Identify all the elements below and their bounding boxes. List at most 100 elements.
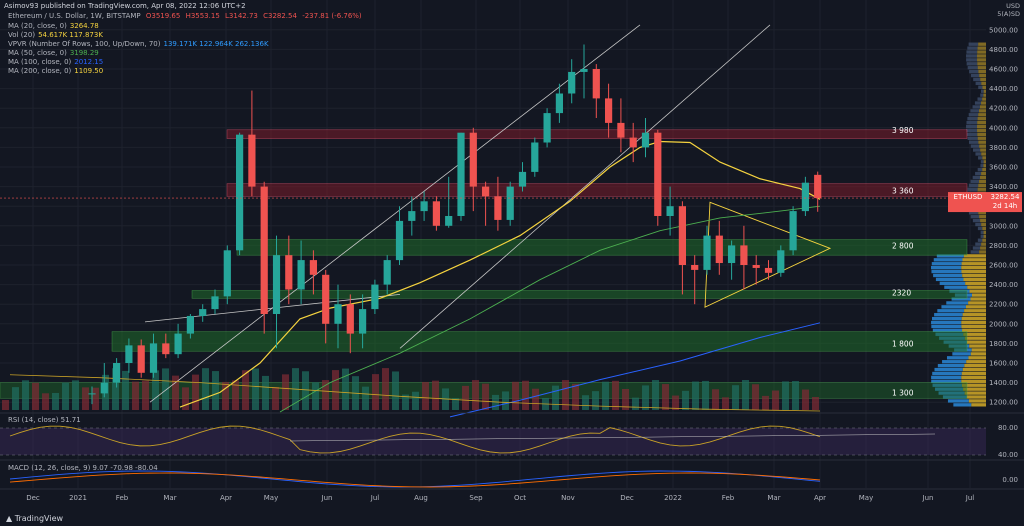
volume-bar [642, 385, 649, 410]
volume-profile-bar [961, 375, 986, 380]
volume-bar [522, 380, 529, 410]
price-tick-label: 4200.00 [989, 105, 1018, 113]
volume-profile-bar [979, 105, 986, 109]
volume-profile-bar [935, 387, 964, 391]
volume-profile-bar [978, 140, 986, 144]
rsi-tick-label: 40.00 [998, 451, 1018, 459]
volume-profile-bar [979, 144, 986, 148]
volume-bar [472, 380, 479, 410]
volume-profile-bar [968, 183, 979, 187]
volume-profile-bar [963, 277, 986, 282]
volume-profile-bar [961, 383, 986, 387]
volume-profile [931, 42, 986, 407]
volume-bar [142, 380, 149, 410]
candle-body [678, 206, 686, 265]
volume-profile-bar [978, 69, 986, 74]
volume-profile-bar [968, 399, 986, 403]
volume-bar [782, 381, 789, 410]
volume-bar [302, 371, 309, 410]
volume-profile-bar [941, 305, 966, 309]
volume-profile-bar [968, 113, 979, 117]
volume-profile-bar [967, 187, 978, 191]
volume-profile-bar [968, 301, 986, 305]
candle-body [691, 265, 699, 270]
volume-bar [252, 368, 259, 410]
price-tick-label: 2000.00 [989, 320, 1018, 328]
ohlc-open: O3519.65 [145, 12, 181, 20]
price-tag-countdown: 2d 14h [993, 202, 1017, 210]
candle-body [482, 186, 490, 197]
time-tick-label: Mar [163, 494, 176, 502]
time-axis: Dec 2021 Feb Mar Apr May Jun Jul Aug Sep Oct Nov Dec… [0, 488, 1024, 502]
volume-profile-bar [980, 175, 986, 180]
level-label: 1 800 [892, 339, 914, 348]
price-tick-label: 2200.00 [989, 301, 1018, 309]
volume-profile-bar [977, 167, 983, 172]
time-tick-label: 2022 [664, 494, 682, 502]
volume-bar [772, 390, 779, 410]
volume-profile-bar [968, 211, 979, 215]
volume-bars [2, 368, 819, 410]
price-tag-symbol: ETHUSD [954, 193, 983, 201]
volume-bar [482, 383, 489, 410]
volume-bar [762, 395, 769, 410]
price-tick-label: 4400.00 [989, 85, 1018, 93]
support-resistance-zones [0, 129, 968, 399]
level-label: 2 800 [892, 241, 914, 250]
volume-profile-bar [979, 179, 986, 184]
price-axis: 1200.00 1400.00 1600.00 1800.00 2000.00 2200.… [989, 26, 1018, 406]
volume-bar [152, 370, 159, 410]
volume-profile-bar [963, 254, 986, 258]
volume-bar [612, 380, 619, 410]
price-zone [191, 290, 968, 299]
candle-body [174, 333, 182, 355]
volume-profile-bar [931, 265, 962, 270]
candle-body [285, 255, 293, 290]
candle-body [186, 315, 194, 334]
currency-label: USD 5(A)SD [997, 2, 1020, 18]
volume-profile-bar [983, 89, 986, 93]
volume-profile-bar [966, 54, 978, 58]
volume-profile-bar [981, 81, 986, 86]
volume-profile-bar [951, 297, 971, 301]
volume-profile-bar [961, 371, 986, 376]
volume-profile-bar [980, 230, 984, 235]
volume-bar [462, 385, 469, 410]
channel-upper-line [149, 24, 641, 403]
volume-profile-bar [932, 328, 963, 333]
level-label: 3 360 [892, 187, 914, 196]
ohlc-change: -237.81 (-6.76%) [302, 12, 362, 20]
candle-body [260, 186, 268, 314]
volume-profile-bar [961, 316, 986, 321]
volume-profile-bar [961, 265, 986, 270]
price-tag-value: 3282.54 [991, 193, 1020, 201]
volume-bar [202, 368, 209, 410]
volume-profile-bar [967, 66, 978, 70]
volume-profile-bar [979, 73, 986, 78]
moving-averages [9, 140, 821, 418]
price-tick-label: 1800.00 [989, 340, 1018, 348]
level-label: 2320 [892, 288, 911, 297]
rsi-tick-label: 80.00 [998, 424, 1018, 432]
volume-bar [572, 383, 579, 410]
volume-profile-bar [980, 218, 986, 223]
volume-profile-bar [968, 42, 979, 46]
volume-profile-bar [978, 42, 986, 46]
volume-profile-bar [961, 379, 986, 383]
volume-profile-bar [978, 85, 983, 89]
volume-profile-bar [952, 352, 971, 356]
price-tick-label: 4000.00 [989, 124, 1018, 132]
volume-profile-bar [983, 160, 986, 164]
tradingview-brand: ▲ TradingView [6, 514, 64, 523]
volume-profile-bar [970, 250, 980, 254]
volume-profile-bar [982, 167, 986, 172]
volume-bar [412, 391, 419, 410]
time-tick-label: Apr [220, 494, 232, 502]
volume-profile-bar [968, 356, 986, 360]
volume-profile-bar [980, 148, 986, 152]
volume-profile-bar [967, 117, 978, 121]
volume-profile-bar [966, 128, 978, 133]
volume-profile-bar [934, 313, 963, 317]
volume-bar [422, 381, 429, 410]
